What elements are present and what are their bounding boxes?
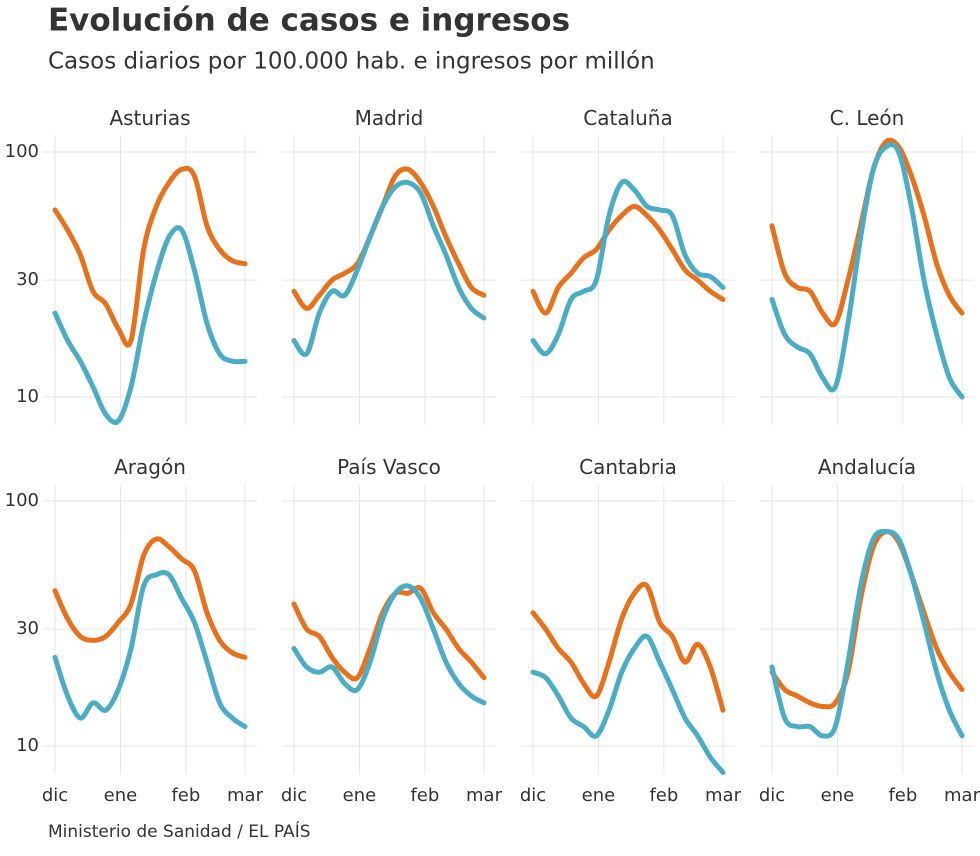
x-tick-label: mar: [466, 785, 503, 806]
x-tick-label: dic: [759, 785, 785, 806]
series-line: [769, 528, 965, 739]
series-line: [530, 633, 726, 775]
x-tick-label: mar: [944, 785, 980, 806]
series-line: [291, 179, 487, 358]
x-tick-label: dic: [281, 785, 307, 806]
source: Ministerio de Sanidad / EL PAÍS: [48, 820, 311, 842]
y-tick-label: 100: [5, 141, 39, 162]
x-tick-label: dic: [42, 785, 68, 806]
series-line: [52, 225, 248, 425]
x-tick-label: ene: [104, 785, 138, 806]
panel-title: Cataluña: [583, 106, 672, 130]
x-tick-label: mar: [227, 785, 264, 806]
series-line: [52, 570, 248, 730]
panel-title: País Vasco: [337, 455, 441, 479]
series-line: [769, 142, 965, 400]
panel-title: Aragón: [114, 455, 186, 479]
y-tick-label: 10: [16, 735, 39, 756]
panel-title: Madrid: [355, 106, 424, 130]
series-line: [52, 536, 248, 660]
y-tick-label: 100: [5, 490, 39, 511]
y-tick-label: 30: [16, 618, 39, 639]
y-tick-label: 30: [16, 269, 39, 290]
series-line: [769, 529, 965, 710]
series-line: [291, 583, 487, 706]
series-line: [530, 178, 726, 357]
series-line: [769, 137, 965, 328]
x-tick-label: feb: [649, 785, 678, 806]
x-tick-label: ene: [582, 785, 616, 806]
x-tick-label: feb: [171, 785, 200, 806]
series-line: [530, 203, 726, 316]
series-line: [291, 166, 487, 311]
y-tick-label: 10: [16, 386, 39, 407]
chart-title: Evolución de casos e ingresos: [48, 3, 570, 39]
x-tick-label: ene: [343, 785, 377, 806]
panel-title: Asturias: [109, 106, 190, 130]
panel-title: C. León: [830, 106, 905, 130]
panel-title: Andalucía: [818, 455, 916, 479]
x-tick-label: feb: [888, 785, 917, 806]
x-tick-label: ene: [821, 785, 855, 806]
x-tick-label: mar: [705, 785, 742, 806]
chart-subtitle: Casos diarios por 100.000 hab. e ingreso…: [48, 49, 655, 75]
panel-title: Cantabria: [579, 455, 677, 479]
x-tick-label: feb: [410, 785, 439, 806]
series-line: [52, 165, 248, 348]
series-line: [530, 581, 726, 713]
x-tick-label: dic: [520, 785, 546, 806]
